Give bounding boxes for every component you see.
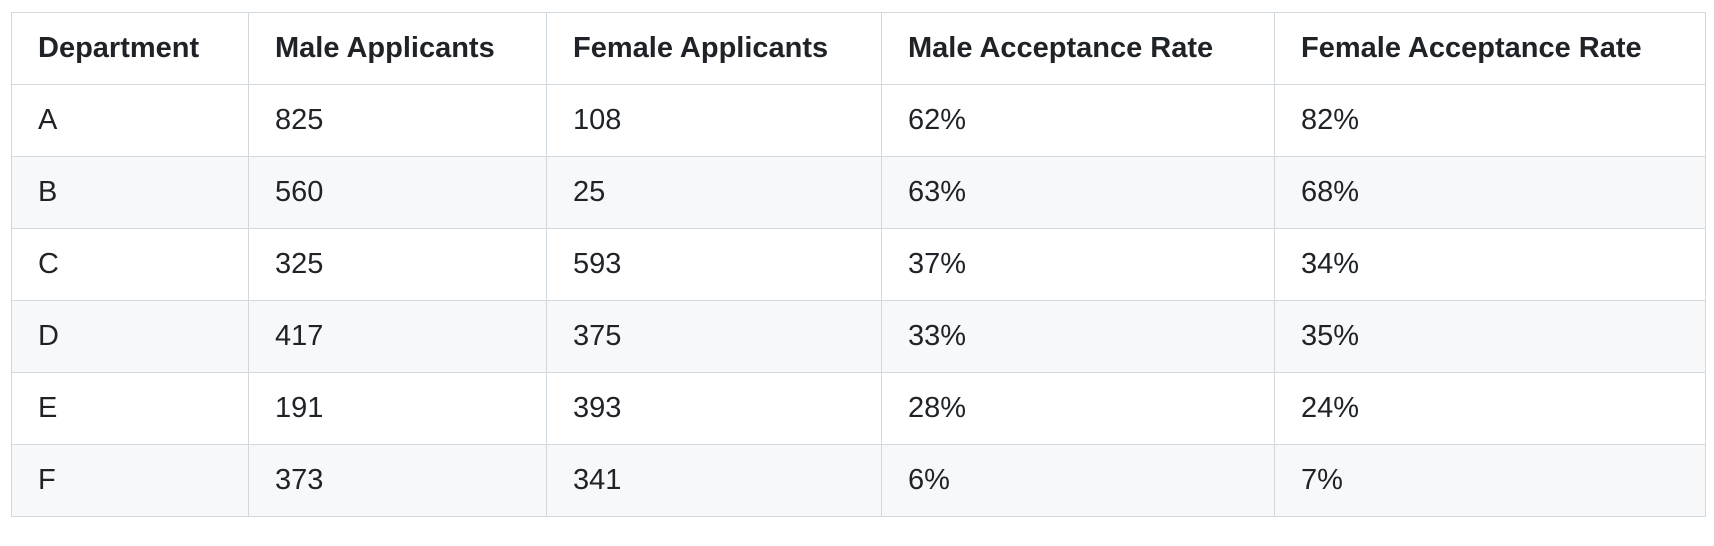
cell-male-applicants: 560 (248, 156, 547, 229)
table-row: A 825 108 62% 82% (11, 84, 1706, 157)
table-row: E 191 393 28% 24% (11, 372, 1706, 445)
cell-female-acceptance-rate: 24% (1274, 372, 1706, 445)
cell-department: B (11, 156, 249, 229)
cell-female-applicants: 108 (546, 84, 882, 157)
cell-female-applicants: 25 (546, 156, 882, 229)
cell-male-applicants: 825 (248, 84, 547, 157)
cell-male-applicants: 373 (248, 444, 547, 517)
cell-male-applicants: 325 (248, 228, 547, 301)
cell-department: A (11, 84, 249, 157)
cell-female-acceptance-rate: 82% (1274, 84, 1706, 157)
cell-male-acceptance-rate: 37% (881, 228, 1275, 301)
cell-male-applicants: 417 (248, 300, 547, 373)
table-row: F 373 341 6% 7% (11, 444, 1706, 517)
cell-female-applicants: 341 (546, 444, 882, 517)
table-row: C 325 593 37% 34% (11, 228, 1706, 301)
cell-male-acceptance-rate: 62% (881, 84, 1275, 157)
cell-department: D (11, 300, 249, 373)
cell-department: F (11, 444, 249, 517)
cell-male-acceptance-rate: 28% (881, 372, 1275, 445)
header-female-applicants: Female Applicants (546, 12, 882, 85)
cell-female-acceptance-rate: 7% (1274, 444, 1706, 517)
table-container: Department Male Applicants Female Applic… (11, 12, 1706, 517)
cell-female-acceptance-rate: 35% (1274, 300, 1706, 373)
table-row: B 560 25 63% 68% (11, 156, 1706, 229)
cell-female-applicants: 593 (546, 228, 882, 301)
header-department: Department (11, 12, 249, 85)
header-male-applicants: Male Applicants (248, 12, 547, 85)
cell-female-acceptance-rate: 68% (1274, 156, 1706, 229)
cell-male-acceptance-rate: 63% (881, 156, 1275, 229)
table-header-row: Department Male Applicants Female Applic… (11, 12, 1706, 85)
cell-female-applicants: 393 (546, 372, 882, 445)
cell-male-applicants: 191 (248, 372, 547, 445)
cell-department: C (11, 228, 249, 301)
cell-department: E (11, 372, 249, 445)
cell-male-acceptance-rate: 33% (881, 300, 1275, 373)
cell-male-acceptance-rate: 6% (881, 444, 1275, 517)
cell-female-acceptance-rate: 34% (1274, 228, 1706, 301)
header-male-acceptance-rate: Male Acceptance Rate (881, 12, 1275, 85)
header-female-acceptance-rate: Female Acceptance Rate (1274, 12, 1706, 85)
table-row: D 417 375 33% 35% (11, 300, 1706, 373)
admissions-table: Department Male Applicants Female Applic… (11, 12, 1706, 517)
cell-female-applicants: 375 (546, 300, 882, 373)
